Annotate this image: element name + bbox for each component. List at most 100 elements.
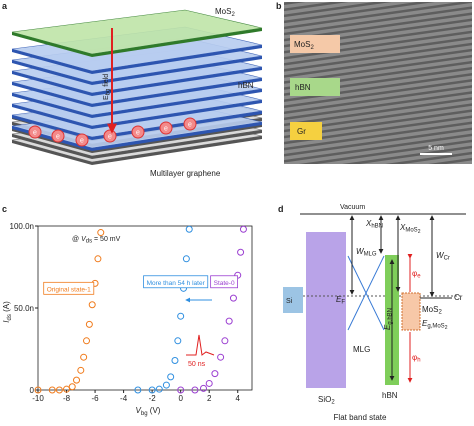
layer-edge bbox=[12, 89, 262, 118]
layer-edge bbox=[12, 136, 262, 165]
legend-label: State-0 bbox=[214, 280, 235, 287]
data-point bbox=[221, 337, 229, 345]
eg-hbn-label: Eg,hBN bbox=[383, 308, 394, 330]
mlg-dirac bbox=[347, 255, 385, 331]
phi-e-label: φe bbox=[412, 269, 421, 280]
sio2-block bbox=[306, 232, 346, 388]
panel-a-labels: MoS2 hBN Multilayer graphene Ebg field bbox=[103, 7, 254, 178]
legend-label: More than 54 h later bbox=[147, 280, 206, 287]
electron-label: e bbox=[56, 134, 60, 141]
hbn-box bbox=[290, 78, 340, 96]
data-point bbox=[171, 356, 179, 364]
x-tick-label: -10 bbox=[32, 394, 44, 403]
data-point bbox=[68, 383, 76, 391]
x-tick-label: 0 bbox=[178, 394, 183, 403]
phi-h-label: φh bbox=[412, 353, 421, 364]
x-tick-label: -4 bbox=[120, 394, 128, 403]
y-axis-title: Ids (A) bbox=[2, 301, 13, 323]
data-point bbox=[162, 381, 170, 389]
electron-label: e bbox=[108, 134, 112, 141]
w-cr-label: WCr bbox=[436, 251, 450, 262]
electron bbox=[183, 117, 197, 131]
data-point bbox=[80, 353, 88, 361]
y-tick-label: 0 bbox=[30, 386, 35, 395]
hbn-label: hBN bbox=[382, 391, 398, 400]
x-tick-label: -6 bbox=[92, 394, 100, 403]
electron bbox=[131, 125, 145, 139]
data-point bbox=[155, 385, 163, 393]
data-point bbox=[177, 386, 185, 394]
data-point bbox=[182, 255, 190, 263]
mos2-box bbox=[290, 35, 340, 53]
layer-edge bbox=[12, 78, 262, 107]
annotation: @ Vds = 50 mV bbox=[72, 236, 121, 245]
inset-label: 50 ns bbox=[188, 361, 206, 368]
gr-label: Gr bbox=[297, 127, 306, 136]
graphene-label: Multilayer graphene bbox=[150, 169, 221, 178]
data-point bbox=[34, 386, 42, 394]
layer-edge bbox=[12, 111, 262, 140]
data-point bbox=[239, 225, 247, 233]
panel-letter: c bbox=[2, 204, 7, 214]
data-point bbox=[83, 337, 91, 345]
data-point bbox=[199, 384, 207, 392]
data-point bbox=[229, 294, 237, 302]
legend-box bbox=[43, 281, 95, 295]
field-label: Ebg field bbox=[103, 74, 112, 100]
hbn-label: hBN bbox=[295, 83, 311, 92]
layer-edge bbox=[12, 130, 262, 159]
data-point bbox=[167, 373, 175, 381]
layer-edge bbox=[12, 45, 262, 74]
chi-mos2-label: XMoS2 bbox=[399, 223, 421, 235]
data-point bbox=[211, 370, 219, 378]
pulse-inset bbox=[186, 334, 215, 356]
data-point bbox=[225, 317, 233, 325]
legend-label: Original state-1 bbox=[47, 286, 91, 293]
data-point bbox=[73, 376, 81, 384]
data-point bbox=[55, 386, 63, 394]
vacuum-label: Vacuum bbox=[340, 204, 365, 211]
data-point bbox=[237, 248, 245, 256]
si-label: Si bbox=[286, 298, 293, 305]
mos2-label: MoS2 bbox=[294, 40, 314, 51]
sio2-label: SiO2 bbox=[318, 395, 335, 406]
mos2-label: MoS2 bbox=[215, 7, 235, 18]
x-tick-label: 2 bbox=[207, 394, 212, 403]
y-tick-label: 100.0n bbox=[10, 222, 34, 231]
layer-edge bbox=[12, 56, 262, 85]
mos2-label: MoS2 bbox=[422, 305, 442, 316]
panel-letter: a bbox=[2, 1, 8, 11]
data-point bbox=[88, 301, 96, 309]
electron-label: e bbox=[188, 122, 192, 129]
gr-box bbox=[290, 122, 322, 140]
layer-edge bbox=[12, 67, 262, 96]
data-point bbox=[85, 320, 93, 328]
electron-label: e bbox=[33, 130, 37, 137]
caption: Flat band state bbox=[334, 413, 387, 422]
data-point bbox=[48, 386, 56, 394]
data-point bbox=[177, 312, 185, 320]
data-point bbox=[148, 386, 156, 394]
data-point bbox=[185, 225, 193, 233]
mlg-label: MLG bbox=[353, 345, 370, 354]
si-block bbox=[283, 287, 303, 313]
electron-label: e bbox=[136, 130, 140, 137]
data-point bbox=[134, 386, 142, 394]
plot-frame bbox=[37, 225, 253, 391]
cr-label: Cr bbox=[454, 293, 463, 302]
data-point bbox=[217, 353, 225, 361]
electron-label: e bbox=[80, 138, 84, 145]
panel-c: c @ Vds = 50 mV Vbg (V) Ids (A) 50 ns -1… bbox=[2, 204, 253, 417]
data-point bbox=[63, 385, 71, 393]
electron bbox=[28, 125, 42, 139]
data-point bbox=[77, 366, 85, 374]
data-point bbox=[97, 229, 105, 237]
panel-d: d Vacuum Si WMLG XhBN XMoS2 WCr EF Eg,hB… bbox=[278, 204, 466, 422]
x-tick-label: -2 bbox=[149, 394, 157, 403]
scale-label: 5 nm bbox=[428, 145, 444, 152]
y-tick-label: 50.0n bbox=[14, 304, 34, 313]
chi-hbn-label: XhBN bbox=[365, 219, 383, 230]
layer-edge bbox=[12, 100, 262, 129]
x-tick-label: 4 bbox=[236, 394, 241, 403]
